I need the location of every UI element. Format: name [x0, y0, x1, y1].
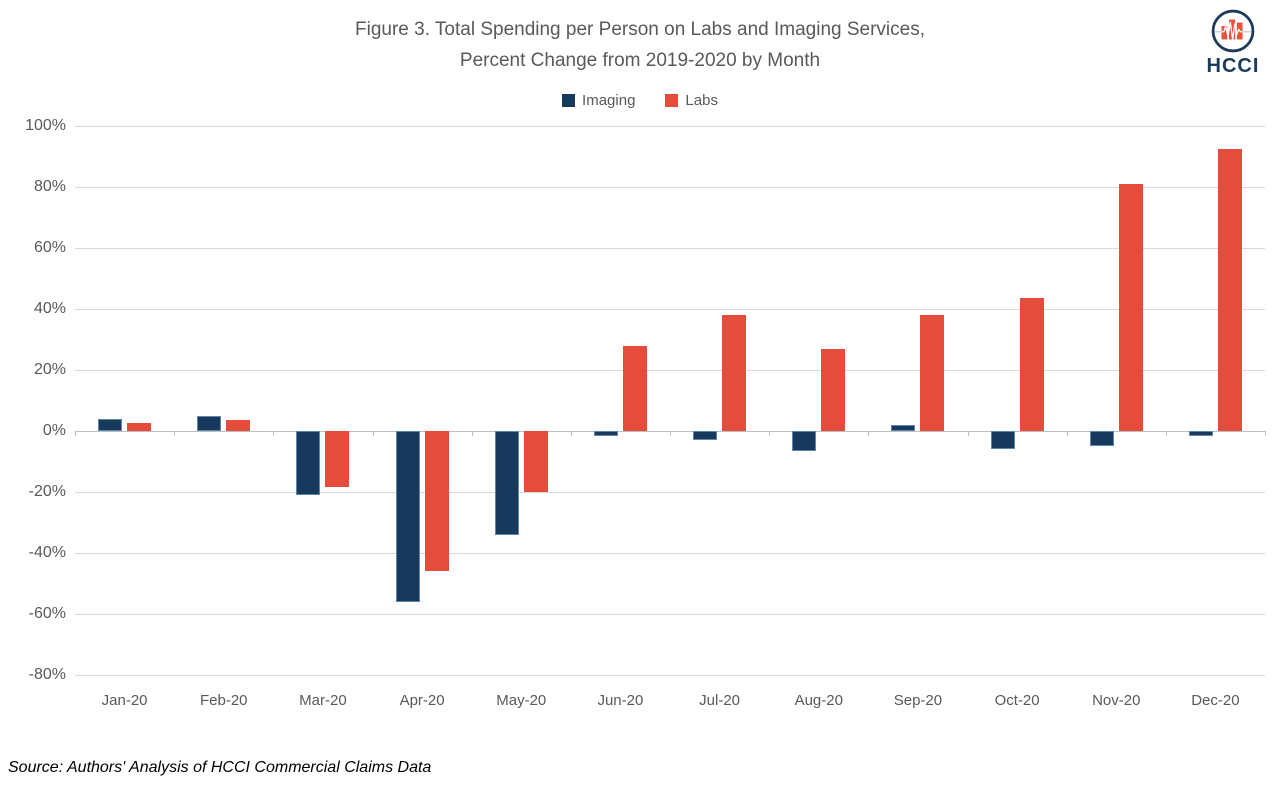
y-tick-label-60: 60%: [33, 239, 66, 256]
y-tick-label-20: 20%: [33, 361, 66, 378]
chart-title-line2: Percent Change from 2019-2020 by Month: [459, 50, 821, 71]
y-tick-label--40: -40%: [28, 544, 66, 561]
bar-labs-mar-20: [325, 431, 350, 488]
bar-imaging-mar-20: [296, 431, 321, 496]
bar-labs-jan-20: [127, 423, 152, 431]
bar-imaging-nov-20: [1089, 431, 1114, 447]
bar-labs-oct-20: [1019, 298, 1044, 431]
gridline-100: [75, 125, 1265, 127]
bar-labs-jun-20: [622, 345, 647, 431]
x-axis-tick: [769, 431, 771, 436]
y-tick-label--80: -80%: [28, 666, 66, 683]
bar-imaging-may-20: [494, 431, 519, 535]
gridline-20: [75, 369, 1265, 371]
x-axis-tick: [471, 431, 473, 436]
y-tick-label--20: -20%: [28, 483, 66, 500]
x-axis-tick: [273, 431, 275, 436]
x-axis-tick: [570, 431, 572, 436]
bar-imaging-apr-20: [395, 431, 420, 602]
hcci-logo: HCCI: [1198, 8, 1268, 78]
legend-item-labs: Labs: [665, 92, 718, 109]
gridline--40: [75, 552, 1265, 554]
x-axis-labels: Jan-20 Feb-20 Mar-20 Apr-20 May-20 Jun-20 Jul-…: [75, 692, 1265, 714]
bar-chart-plot-area: [75, 125, 1266, 676]
bar-labs-aug-20: [821, 348, 846, 431]
bar-labs-feb-20: [226, 420, 251, 431]
hcci-logo-icon: [1211, 9, 1255, 53]
bar-imaging-jul-20: [693, 431, 718, 441]
y-tick-label-100: 100%: [25, 117, 66, 134]
x-tick-label-dec-20: Dec-20: [1191, 692, 1240, 709]
bar-imaging-feb-20: [197, 415, 222, 431]
x-axis-tick: [75, 431, 76, 436]
bar-imaging-aug-20: [792, 431, 817, 451]
bar-labs-jul-20: [722, 315, 747, 431]
x-tick-label-jul-20: Jul-20: [699, 692, 741, 709]
x-tick-label-mar-20: Mar-20: [299, 692, 347, 709]
y-tick-label-80: 80%: [33, 178, 66, 195]
legend-swatch-labs: [665, 93, 679, 107]
x-tick-label-may-20: May-20: [496, 692, 547, 709]
bar-labs-may-20: [523, 431, 548, 492]
gridline-40: [75, 308, 1265, 310]
bar-imaging-jun-20: [593, 431, 618, 436]
bar-labs-apr-20: [424, 431, 449, 572]
chart-title-line1: Figure 3. Total Spending per Person on L…: [355, 19, 925, 40]
hcci-logo-text: HCCI: [1206, 55, 1260, 77]
bar-imaging-oct-20: [990, 431, 1015, 450]
y-tick-label--60: -60%: [28, 605, 66, 622]
x-tick-label-jun-20: Jun-20: [597, 692, 644, 709]
chart-legend: Imaging Labs: [0, 90, 1280, 110]
gridline--80: [75, 674, 1265, 676]
gridline-60: [75, 247, 1265, 249]
gridline--60: [75, 613, 1265, 615]
x-axis-tick: [868, 431, 870, 436]
legend-swatch-imaging: [562, 93, 576, 107]
bar-labs-dec-20: [1217, 148, 1242, 431]
bar-imaging-dec-20: [1188, 431, 1213, 436]
legend-item-imaging: Imaging: [562, 92, 635, 109]
gridline--20: [75, 491, 1265, 493]
legend-label: Labs: [685, 91, 718, 109]
x-axis-tick: [1066, 431, 1068, 436]
x-tick-label-aug-20: Aug-20: [794, 692, 843, 709]
x-tick-label-nov-20: Nov-20: [1092, 692, 1141, 709]
x-axis-tick: [967, 431, 969, 436]
legend-label: Imaging: [582, 91, 636, 109]
gridline-80: [75, 186, 1265, 188]
x-tick-label-oct-20: Oct-20: [994, 692, 1040, 709]
y-axis-labels: 100% 80% 60% 40% 20% 0% -20% -40% -60% -80%: [0, 117, 66, 683]
chart-title: Figure 3. Total Spending per Person on L…: [0, 14, 1280, 76]
x-tick-label-feb-20: Feb-20: [199, 692, 248, 709]
bar-imaging-sep-20: [891, 424, 916, 431]
x-tick-label-sep-20: Sep-20: [893, 692, 943, 709]
bar-imaging-jan-20: [98, 418, 123, 431]
x-axis-tick: [1165, 431, 1167, 436]
x-axis-tick: [174, 431, 176, 436]
x-axis-tick: [670, 431, 671, 436]
x-axis-tick: [1265, 431, 1266, 436]
x-tick-label-jan-20: Jan-20: [101, 692, 148, 709]
bar-labs-sep-20: [920, 315, 945, 431]
x-axis-tick: [372, 431, 374, 436]
source-note: Source: Authors' Analysis of HCCI Commer…: [8, 759, 432, 776]
bar-labs-nov-20: [1118, 183, 1143, 431]
y-tick-label-0: 0%: [42, 422, 66, 439]
x-tick-label-apr-20: Apr-20: [399, 692, 445, 709]
y-tick-label-40: 40%: [33, 300, 66, 317]
